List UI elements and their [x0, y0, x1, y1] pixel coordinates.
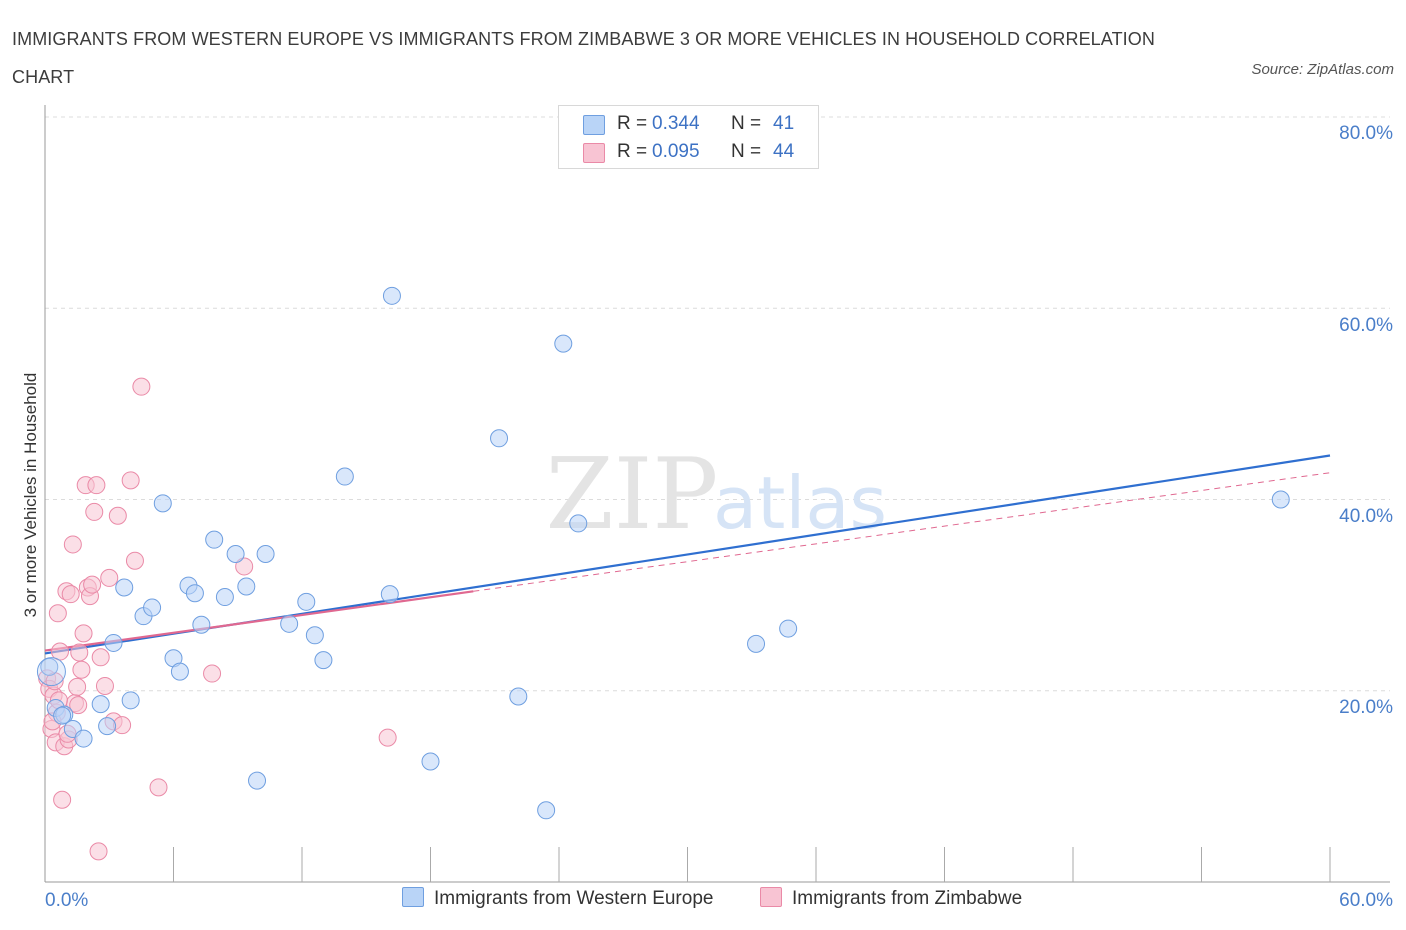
- data-point-zimbabwe: [70, 643, 89, 662]
- legend-r-label: R =: [617, 141, 648, 162]
- data-point-zimbabwe: [85, 502, 104, 521]
- data-point-western-europe: [537, 801, 556, 820]
- data-point-western-europe: [40, 657, 59, 676]
- data-point-zimbabwe: [83, 575, 102, 594]
- watermark-zip: ZIP: [546, 438, 719, 552]
- data-point-western-europe: [192, 615, 211, 634]
- correlation-legend: R = 0.344 N = 41 R = 0.095 N = 44: [558, 105, 819, 169]
- y-tick-label-20: 20.0%: [1339, 697, 1393, 718]
- data-point-zimbabwe: [53, 790, 72, 809]
- data-point-western-europe: [490, 429, 509, 448]
- legend-n-label: N =: [731, 113, 762, 134]
- legend-r-value: 0.095: [652, 141, 700, 162]
- data-point-western-europe: [237, 577, 256, 596]
- x-tick-label-min: 0.0%: [45, 890, 89, 911]
- data-point-western-europe: [779, 619, 798, 638]
- legend-n-value: 41: [773, 113, 795, 134]
- data-point-western-europe: [509, 687, 528, 706]
- data-point-western-europe: [297, 592, 316, 611]
- data-point-zimbabwe: [378, 728, 397, 747]
- data-point-zimbabwe: [74, 624, 93, 643]
- watermark-atlas: atlas: [713, 461, 887, 545]
- data-point-western-europe: [205, 530, 224, 549]
- data-point-western-europe: [74, 729, 93, 748]
- source-label: Source: ZipAtlas.com: [1251, 61, 1394, 78]
- legend-swatch-blue: [583, 115, 605, 135]
- data-point-zimbabwe: [100, 568, 119, 587]
- chart-title: IMMIGRANTS FROM WESTERN EUROPE VS IMMIGR…: [12, 29, 1155, 87]
- data-point-western-europe: [104, 633, 123, 652]
- legend-swatch-blue: [402, 887, 424, 907]
- data-point-western-europe: [421, 752, 440, 771]
- data-point-zimbabwe: [68, 677, 87, 696]
- data-point-zimbabwe: [203, 664, 222, 683]
- data-point-zimbabwe: [89, 842, 108, 861]
- data-point-western-europe: [569, 514, 588, 533]
- y-tick-label-60: 60.0%: [1339, 315, 1393, 336]
- data-point-western-europe: [380, 585, 399, 604]
- legend-swatch-pink: [583, 143, 605, 163]
- bottom-legend-zimbabwe: Immigrants from Zimbabwe: [760, 887, 1022, 910]
- data-point-western-europe: [98, 717, 117, 736]
- data-point-zimbabwe: [108, 506, 127, 525]
- data-point-western-europe: [256, 545, 275, 564]
- data-point-zimbabwe: [61, 585, 80, 604]
- trend-line-zimbabwe-extension: [473, 472, 1331, 592]
- data-point-zimbabwe: [95, 676, 114, 695]
- data-point-zimbabwe: [69, 696, 88, 715]
- data-point-western-europe: [382, 286, 401, 305]
- data-point-western-europe: [226, 545, 245, 564]
- data-point-western-europe: [121, 691, 140, 710]
- data-point-western-europe: [143, 598, 162, 617]
- data-point-western-europe: [215, 588, 234, 607]
- data-point-zimbabwe: [63, 535, 82, 554]
- legend-r-label: R =: [617, 113, 648, 134]
- data-point-western-europe: [91, 695, 110, 714]
- data-point-western-europe: [305, 626, 324, 645]
- data-point-zimbabwe: [87, 476, 106, 495]
- legend-label-western-europe: Immigrants from Western Europe: [434, 888, 714, 909]
- data-point-zimbabwe: [113, 716, 132, 735]
- data-point-western-europe: [115, 578, 134, 597]
- data-point-western-europe: [747, 634, 766, 653]
- data-point-zimbabwe: [125, 551, 144, 570]
- y-tick-label-80: 80.0%: [1339, 123, 1393, 144]
- data-point-western-europe: [314, 651, 333, 670]
- data-point-western-europe: [170, 662, 189, 681]
- legend-n-label: N =: [731, 141, 762, 162]
- y-tick-label-40: 40.0%: [1339, 506, 1393, 527]
- legend-r-value: 0.344: [652, 113, 700, 134]
- legend-label-zimbabwe: Immigrants from Zimbabwe: [792, 888, 1023, 909]
- data-point-western-europe: [248, 771, 267, 790]
- data-point-western-europe: [36, 657, 66, 687]
- data-point-zimbabwe: [91, 648, 110, 667]
- data-point-zimbabwe: [149, 778, 168, 797]
- data-point-western-europe: [280, 614, 299, 633]
- data-point-western-europe: [554, 334, 573, 353]
- data-point-western-europe: [185, 584, 204, 603]
- data-point-zimbabwe: [121, 471, 140, 490]
- bottom-legend-western-europe: Immigrants from Western Europe: [402, 887, 713, 910]
- data-point-western-europe: [1271, 490, 1290, 509]
- data-point-western-europe: [335, 467, 354, 486]
- data-point-zimbabwe: [48, 604, 67, 623]
- legend-n-value: 44: [773, 141, 795, 162]
- x-tick-label-max: 60.0%: [1339, 890, 1393, 911]
- data-point-zimbabwe: [72, 660, 91, 679]
- data-point-zimbabwe: [132, 377, 151, 396]
- data-point-western-europe: [153, 494, 172, 513]
- data-point-zimbabwe: [235, 557, 254, 576]
- data-point-western-europe: [53, 706, 72, 725]
- legend-swatch-pink: [760, 887, 782, 907]
